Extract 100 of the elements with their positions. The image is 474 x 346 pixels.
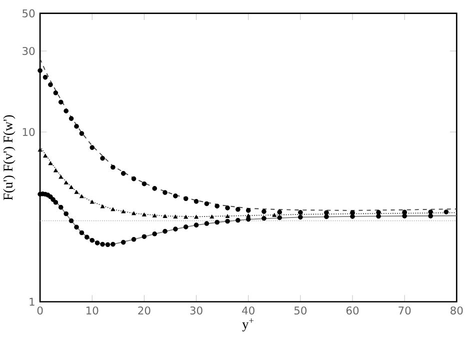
point	[173, 226, 178, 232]
point	[48, 161, 53, 166]
point	[152, 214, 157, 218]
point	[64, 211, 69, 216]
point	[262, 216, 266, 221]
point	[54, 168, 58, 172]
point	[162, 229, 168, 234]
point	[210, 214, 214, 219]
x-tick-label: 60	[346, 306, 359, 315]
point	[42, 74, 48, 80]
point	[298, 210, 303, 215]
x-tick-label: 0	[37, 306, 43, 315]
point	[100, 156, 105, 161]
point	[68, 218, 74, 224]
point	[350, 210, 355, 216]
point	[204, 201, 210, 206]
point	[48, 82, 53, 88]
point	[402, 210, 407, 215]
point	[324, 214, 329, 220]
point	[142, 212, 146, 217]
point	[376, 210, 381, 215]
point	[152, 232, 158, 236]
point	[90, 145, 95, 150]
x-tick-label: 70	[398, 306, 411, 315]
point	[324, 210, 329, 216]
point	[58, 175, 64, 179]
point	[350, 214, 355, 219]
point	[376, 214, 381, 219]
point	[428, 210, 434, 214]
point	[120, 240, 126, 245]
point	[84, 234, 90, 240]
point	[162, 214, 168, 218]
x-tick-label: 50	[294, 306, 307, 315]
point	[79, 230, 84, 236]
point	[79, 131, 84, 136]
point	[428, 214, 434, 219]
point	[402, 214, 407, 219]
point	[94, 240, 100, 246]
point	[131, 237, 136, 242]
point	[236, 218, 240, 223]
point	[64, 108, 69, 114]
point	[236, 207, 240, 212]
point	[444, 210, 449, 214]
point	[225, 214, 230, 218]
point	[246, 214, 250, 218]
point	[110, 242, 116, 247]
point	[142, 234, 147, 240]
point	[110, 164, 116, 170]
point	[277, 210, 282, 215]
point	[214, 220, 220, 225]
point	[142, 182, 147, 186]
point	[74, 124, 79, 129]
point	[152, 186, 158, 191]
x-axis-title: y$^{+}$	[242, 318, 254, 332]
point	[74, 190, 79, 194]
point	[204, 221, 210, 226]
point	[246, 208, 251, 213]
point	[43, 154, 48, 158]
point	[194, 222, 199, 228]
point	[105, 242, 110, 248]
point	[64, 180, 68, 185]
point	[53, 90, 58, 96]
y-axis-title: F(u') F(v') F(w')	[3, 115, 16, 200]
point	[58, 100, 64, 105]
point	[194, 199, 199, 204]
point	[183, 196, 188, 202]
point	[38, 148, 42, 152]
point	[214, 204, 220, 209]
point	[53, 200, 58, 205]
point	[184, 215, 188, 219]
point	[74, 224, 79, 230]
x-tick-label: 80	[450, 306, 463, 315]
x-tick-label: 40	[242, 306, 254, 315]
point	[298, 214, 303, 220]
point	[225, 218, 230, 224]
point	[68, 116, 74, 122]
x-tick-label: 20	[138, 306, 150, 315]
point	[100, 242, 105, 247]
point	[48, 194, 53, 200]
x-tick-label: 30	[190, 306, 202, 315]
point	[58, 205, 64, 210]
point	[194, 215, 198, 219]
y-tick-label: 1	[30, 298, 34, 306]
point	[90, 238, 95, 243]
point	[80, 194, 84, 198]
point	[38, 68, 42, 74]
point	[277, 215, 282, 220]
point	[225, 206, 230, 210]
point	[183, 224, 188, 230]
point	[110, 208, 116, 212]
point	[246, 216, 251, 222]
point	[100, 204, 105, 208]
point	[272, 213, 277, 217]
point	[132, 211, 136, 216]
x-tick-label: 10	[86, 306, 98, 315]
point	[173, 214, 178, 219]
point	[131, 176, 136, 182]
point	[262, 209, 266, 214]
y-tick-label: 10	[22, 128, 35, 136]
point	[173, 194, 178, 198]
